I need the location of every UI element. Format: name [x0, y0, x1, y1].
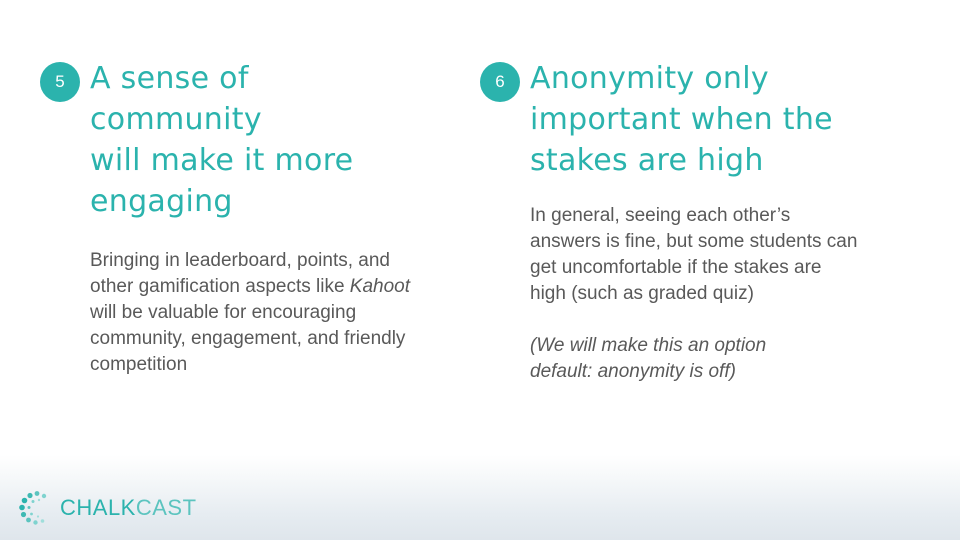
chalkcast-dotted-c-icon — [19, 491, 47, 525]
point-5-body: Bringing in leaderboard, points, and oth… — [90, 248, 420, 378]
heading-line: Anonymity only — [530, 61, 769, 96]
heading-line: will make it more — [90, 143, 354, 178]
point-6-note: (We will make this an option default: an… — [530, 333, 860, 385]
number-badge-6: 6 — [480, 62, 520, 102]
note-line: (We will make this an option — [530, 335, 767, 356]
point-5: 5 A sense of community will make it more… — [40, 58, 420, 378]
logo-cast-text: CAST — [135, 495, 197, 520]
body-text-start: Bringing in leaderboard, points, and oth… — [90, 250, 390, 297]
number-badge-5: 5 — [40, 62, 80, 102]
heading-line: engaging — [90, 184, 233, 219]
note-line: default: anonymity is off) — [530, 361, 736, 382]
point-6-heading: Anonymity only important when the stakes… — [530, 58, 860, 181]
logo-wordmark: CHALKCAST — [60, 490, 197, 526]
logo-chalk-text: CHALK — [60, 495, 136, 520]
body-text-end: will be valuable for encouraging communi… — [90, 302, 406, 375]
footer-band — [0, 455, 960, 540]
point-6: 6 Anonymity only important when the stak… — [480, 58, 860, 385]
heading-line: important when the — [530, 102, 833, 137]
point-6-body: In general, seeing each other’s answers … — [530, 205, 858, 304]
point-5-heading: A sense of community will make it more e… — [90, 58, 420, 222]
heading-line: A sense of community — [90, 61, 262, 137]
chalkcast-logo: CHALKCAST — [18, 488, 197, 528]
kahoot-emphasis: Kahoot — [349, 276, 411, 297]
heading-line: stakes are high — [530, 143, 764, 178]
